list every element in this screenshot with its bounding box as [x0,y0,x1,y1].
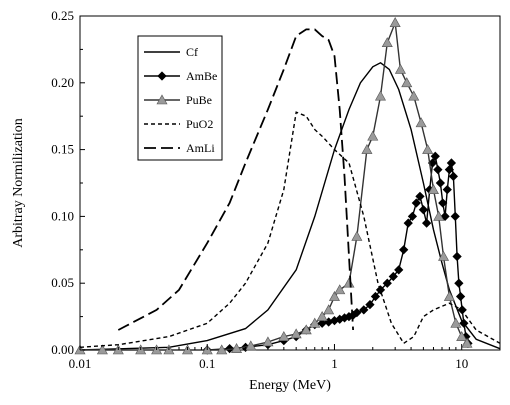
data-point-triangle [394,63,406,74]
y-tick-label: 0.10 [51,208,74,223]
data-point-diamond [375,285,386,295]
x-tick-label: 0.1 [199,356,215,371]
data-point-triangle [438,250,450,261]
data-point-diamond [365,299,375,310]
data-point-triangle [456,331,468,341]
legend-label-ambe: AmBe [186,69,217,83]
data-point-diamond [452,251,462,262]
legend-label-cf: Cf [186,45,198,59]
data-point-diamond [407,211,418,222]
data-point-triangle [351,230,363,241]
data-point-triangle [461,337,473,348]
data-point-triangle [96,344,108,355]
data-point-triangle [401,77,413,88]
data-point-diamond [435,178,446,188]
data-point-diamond [403,218,413,228]
data-point-triangle [433,210,445,221]
data-point-triangle [156,94,168,105]
data-point-diamond [394,265,404,275]
data-point-triangle [367,130,379,141]
data-point-diamond [411,198,421,208]
data-point-diamond [459,318,469,328]
data-point-diamond [370,291,381,302]
data-point-diamond [455,291,466,302]
x-tick-label: 0.01 [69,356,92,371]
x-tick-label: 10 [455,356,468,371]
series-pube [74,17,473,355]
data-point-triangle [374,90,386,101]
data-point-triangle [309,317,321,328]
data-point-diamond [450,211,460,222]
x-tick-label: 1 [331,356,338,371]
data-point-triangle [427,184,439,194]
data-point-triangle [415,117,427,128]
data-point-diamond [418,205,429,215]
data-point-triangle [389,17,401,27]
data-point-triangle [323,304,335,315]
data-point-triangle [408,90,420,101]
data-point-triangle [422,143,434,154]
data-point-triangle [381,37,393,48]
legend-label-amli: AmLi [186,141,215,155]
y-tick-label: 0.05 [51,275,74,290]
series-amli [117,28,354,331]
data-point-diamond [157,71,167,81]
data-point-diamond [448,171,458,181]
x-axis: 0.01 0.1 1 10 [69,344,501,371]
series-cf [79,61,501,351]
data-point-diamond [454,278,464,288]
series-puo2 [79,111,501,348]
data-point-diamond [438,198,448,208]
series-line-amli [117,28,354,331]
y-tick-label: 0.25 [51,8,74,23]
data-point-triangle [216,344,228,355]
y-axis: 0.00 0.05 0.10 0.15 0.20 0.25 [51,8,85,357]
legend-box [137,35,223,161]
data-point-triangle [334,284,346,295]
data-point-triangle [300,324,312,335]
legend-label-puo2: PuO2 [186,117,213,131]
data-point-diamond [444,165,454,175]
data-point-triangle [290,328,302,339]
data-point-triangle [262,336,274,347]
legend-label-pube: PuBe [186,93,212,107]
data-point-triangle [316,310,328,321]
y-tick-label: 0.15 [51,142,74,157]
data-point-triangle [361,143,373,154]
data-point-triangle [443,290,455,301]
series-line-puo2 [79,111,501,348]
data-point-triangle [278,331,290,341]
data-point-triangle [328,290,340,301]
y-axis-title: Arbitray Normilization [11,118,26,247]
data-point-diamond [446,158,457,168]
data-point-triangle [245,340,257,351]
data-point-diamond [433,165,443,175]
data-point-diamond [352,307,362,318]
data-point-diamond [421,218,432,228]
legend: Cf AmBe PuBe PuO2 AmLi [137,35,223,161]
data-point-diamond [359,305,369,315]
y-tick-label: 0.20 [51,75,74,90]
series-line-cf [79,61,501,351]
data-point-triangle [343,277,355,288]
data-point-diamond [382,278,392,288]
x-axis-title: Energy (MeV) [249,378,331,393]
series-layer [74,17,501,355]
data-point-diamond [388,271,398,282]
data-point-diamond [399,245,409,255]
data-point-diamond [430,151,440,161]
data-point-diamond [415,191,425,201]
y-tick-label: 0.00 [51,342,74,357]
data-point-triangle [450,317,462,328]
data-point-diamond [442,185,452,195]
series-ambe [202,151,473,355]
data-point-triangle [231,343,243,353]
